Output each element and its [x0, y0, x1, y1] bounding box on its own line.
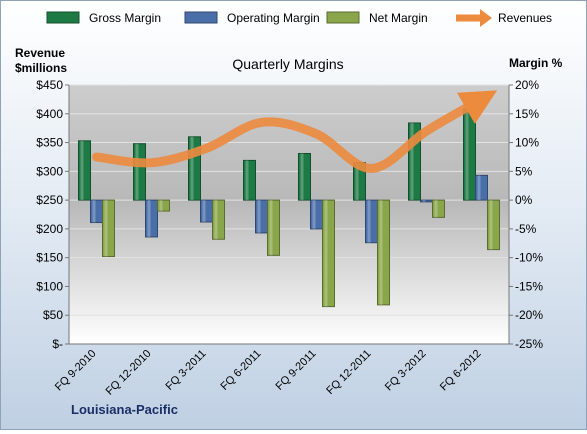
gross-margin-bar — [188, 136, 201, 201]
gross-margin-bar — [463, 108, 476, 201]
left-tick-label: $200 — [36, 222, 63, 236]
gross-margin-bar — [243, 159, 256, 201]
right-tick-label: 5% — [515, 164, 533, 178]
gross-margin-bar-highlight — [80, 140, 84, 201]
net-margin-bar-highlight — [489, 200, 493, 250]
net-margin-bar — [267, 199, 280, 256]
net-margin-bar — [157, 199, 170, 212]
x-tick-label: FQ 6-2012 — [438, 348, 484, 394]
operating-margin-bar — [420, 199, 433, 203]
legend-label-net-margin: Net Margin — [369, 11, 428, 25]
x-tick-label: FQ 9-2011 — [274, 348, 319, 393]
left-tick-label: $450 — [36, 78, 63, 92]
net-margin-bar — [487, 199, 500, 251]
operating-margin-bar-highlight — [257, 200, 261, 233]
net-margin-bar-highlight — [434, 200, 438, 218]
operating-margin-bar — [145, 199, 158, 238]
gross-margin-bar — [133, 143, 146, 201]
gridlines — [68, 84, 510, 345]
operating-margin-bar-highlight — [422, 200, 426, 202]
bars — [78, 108, 500, 308]
right-tick-label: -20% — [515, 308, 543, 322]
gross-margin-bar — [298, 152, 311, 201]
right-tick-label: 10% — [515, 136, 539, 150]
revenues-line — [92, 90, 498, 173]
operating-margin-bar-highlight — [147, 200, 151, 237]
gross-margin-bar-highlight — [245, 160, 249, 201]
x-axis-ticks: FQ 9-2010 FQ 12-2010 FQ 3-2011 FQ 6-2011 FQ … — [53, 348, 484, 398]
left-tick-label: $250 — [36, 193, 63, 207]
left-tick-label: $50 — [43, 308, 63, 322]
right-axis-label: Margin % — [509, 56, 563, 70]
legend-arrow-revenues — [480, 9, 492, 27]
legend-label-gross-margin: Gross Margin — [89, 11, 161, 25]
legend-swatch-net-margin — [326, 11, 360, 24]
x-tick-label: FQ 6-2011 — [219, 348, 264, 393]
operating-margin-bar — [310, 199, 323, 230]
x-tick-label: FQ 3-2012 — [383, 348, 429, 394]
gross-margin-bar-highlight — [190, 136, 194, 201]
revenue-line-layer — [92, 90, 498, 173]
net-margin-bar-highlight — [269, 200, 273, 256]
operating-margin-bar — [475, 174, 488, 201]
left-tick-label: $100 — [36, 279, 63, 293]
left-tick-label: $- — [52, 337, 63, 351]
right-tick-label: 20% — [515, 78, 539, 92]
gross-margin-bar-highlight — [355, 162, 359, 201]
gross-margin-bar — [78, 140, 91, 201]
net-margin-bar-highlight — [324, 200, 328, 307]
operating-margin-bar-highlight — [312, 200, 316, 229]
net-margin-bar-highlight — [379, 200, 383, 305]
net-margin-bar — [212, 199, 225, 240]
net-margin-bar — [377, 199, 390, 306]
gross-margin-bar-highlight — [300, 153, 304, 201]
operating-margin-bar — [90, 199, 103, 224]
legend-label-revenues: Revenues — [498, 11, 552, 25]
x-tick-label: FQ 3-2011 — [164, 348, 209, 393]
legend: Gross Margin Operating Margin Net Margin Re… — [46, 9, 552, 27]
right-axis-ticks: -25% -20% -15% -10% -5% 0% 5% 10% 15% 20% — [509, 78, 543, 351]
operating-margin-bar-highlight — [477, 175, 481, 201]
right-tick-label: 15% — [515, 107, 539, 121]
net-margin-bar — [102, 199, 115, 258]
right-tick-label: -10% — [515, 251, 543, 265]
x-tick-label: FQ 12-2011 — [324, 348, 373, 397]
company-label: Louisiana-Pacific — [71, 402, 178, 417]
left-axis-label-line2: $millions — [15, 61, 67, 75]
left-tick-label: $300 — [36, 164, 63, 178]
gross-margin-bar-highlight — [135, 143, 139, 201]
net-margin-bar-highlight — [214, 200, 218, 240]
operating-margin-bar-highlight — [367, 200, 371, 243]
left-axis-label-line1: Revenue — [15, 46, 65, 60]
legend-swatch-operating-margin — [184, 11, 218, 24]
net-margin-bar — [432, 199, 445, 218]
operating-margin-bar — [200, 199, 213, 223]
operating-margin-bar — [365, 199, 378, 244]
net-margin-bar-highlight — [104, 200, 108, 257]
right-tick-label: 0% — [515, 193, 533, 207]
gross-margin-bar-highlight — [465, 109, 469, 201]
right-tick-label: -15% — [515, 279, 543, 293]
right-tick-label: -5% — [515, 222, 537, 236]
left-tick-label: $400 — [36, 107, 63, 121]
operating-margin-bar-highlight — [92, 200, 96, 223]
left-axis-ticks: $- $50 $100 $150 $200 $250 $300 $350 $400 $450 — [36, 78, 69, 351]
operating-margin-bar-highlight — [202, 200, 206, 222]
net-margin-bar-highlight — [159, 200, 163, 212]
legend-swatch-gross-margin — [46, 11, 80, 24]
left-tick-label: $150 — [36, 251, 63, 265]
chart-title: Quarterly Margins — [232, 56, 343, 72]
x-tick-label: FQ 9-2010 — [53, 348, 99, 394]
legend-label-operating-margin: Operating Margin — [227, 11, 320, 25]
right-tick-label: -25% — [515, 337, 543, 351]
left-tick-label: $350 — [36, 136, 63, 150]
x-tick-label: FQ 12-2010 — [104, 348, 154, 398]
net-margin-bar — [322, 199, 335, 308]
operating-margin-bar — [255, 199, 268, 234]
gross-margin-bar-highlight — [410, 122, 414, 201]
